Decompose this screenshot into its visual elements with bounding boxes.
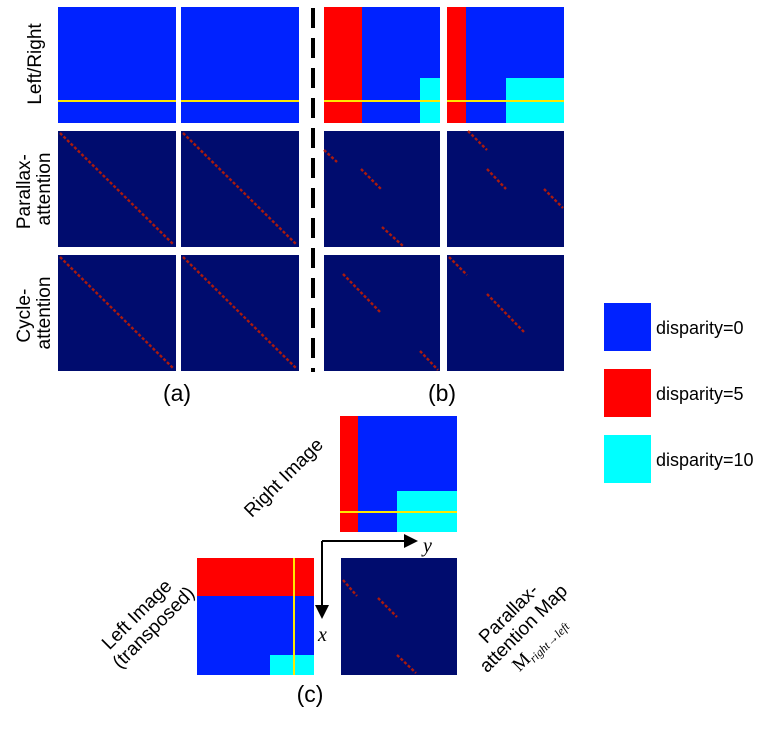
c-left-red-region xyxy=(197,558,314,596)
caption-c: (c) xyxy=(297,681,324,707)
c-right-red-region xyxy=(340,416,358,532)
c-axis-x-arrowhead xyxy=(315,605,329,619)
panel-c: Right Image Left Image (transposed) y x … xyxy=(94,416,573,677)
legend-label-disparity-5: disparity=5 xyxy=(656,384,744,404)
b-parallax-2-seg-1 xyxy=(467,130,488,151)
a-cycle-diagonal-2 xyxy=(182,256,298,370)
row-label-parallax-line2: attention xyxy=(34,153,55,226)
legend-label-disparity-0: disparity=0 xyxy=(656,318,744,338)
c-left-cyan-region xyxy=(270,655,314,675)
b-parallax-1-seg-1 xyxy=(323,149,338,163)
panel-a xyxy=(58,7,299,371)
c-map-label: Parallax- attention Map Mright→left xyxy=(475,580,573,677)
legend-swatch-disparity-10 xyxy=(604,435,651,483)
c-attention-map xyxy=(341,558,457,675)
row-label-parallax: Parallax- attention xyxy=(14,149,55,229)
caption-a: (a) xyxy=(163,380,191,406)
a-left-image xyxy=(58,7,176,123)
c-axis-y-label: y xyxy=(421,535,432,557)
a-parallax-diagonal-2 xyxy=(182,132,298,246)
legend-label-disparity-10: disparity=10 xyxy=(656,450,754,470)
b-cycle-2-seg-1 xyxy=(448,256,468,276)
row-label-cycle-line1: Cycle- xyxy=(14,289,35,343)
row-label-cycle-line2: attention xyxy=(34,277,55,350)
row-label-cycle: Cycle- attention xyxy=(14,277,55,350)
c-attention-seg-2 xyxy=(377,597,398,618)
b-cycle-2-seg-2 xyxy=(486,293,526,334)
b-parallax-2-seg-2 xyxy=(486,168,507,190)
row-label-parallax-line1: Parallax- xyxy=(14,154,35,229)
caption-b: (b) xyxy=(428,380,456,406)
b-parallax-2-seg-3 xyxy=(543,188,564,209)
a-right-image xyxy=(181,7,299,123)
b-cycle-map-1 xyxy=(324,255,440,371)
panel-b xyxy=(323,7,564,371)
c-axis-y-arrowhead xyxy=(404,534,418,548)
b-parallax-map-1 xyxy=(324,131,440,247)
c-attention-seg-1 xyxy=(342,579,358,597)
b-right-red-region xyxy=(447,7,466,123)
a-cycle-diagonal-1 xyxy=(59,256,175,370)
c-right-image-label: Right Image xyxy=(240,434,327,521)
b-cycle-1-seg-2 xyxy=(419,350,439,371)
legend-swatch-disparity-0 xyxy=(604,303,651,351)
legend-swatch-disparity-5 xyxy=(604,369,651,417)
b-left-red-region xyxy=(324,7,362,123)
c-left-image-label: Left Image (transposed) xyxy=(94,568,199,673)
c-attention-seg-3 xyxy=(396,654,417,674)
legend: disparity=0 disparity=5 disparity=10 xyxy=(604,303,754,483)
a-parallax-diagonal-1 xyxy=(59,132,175,246)
b-cycle-1-seg-1 xyxy=(342,273,382,314)
c-axis-x-label: x xyxy=(317,624,327,646)
row-label-left-right: Left/Right xyxy=(25,23,46,105)
